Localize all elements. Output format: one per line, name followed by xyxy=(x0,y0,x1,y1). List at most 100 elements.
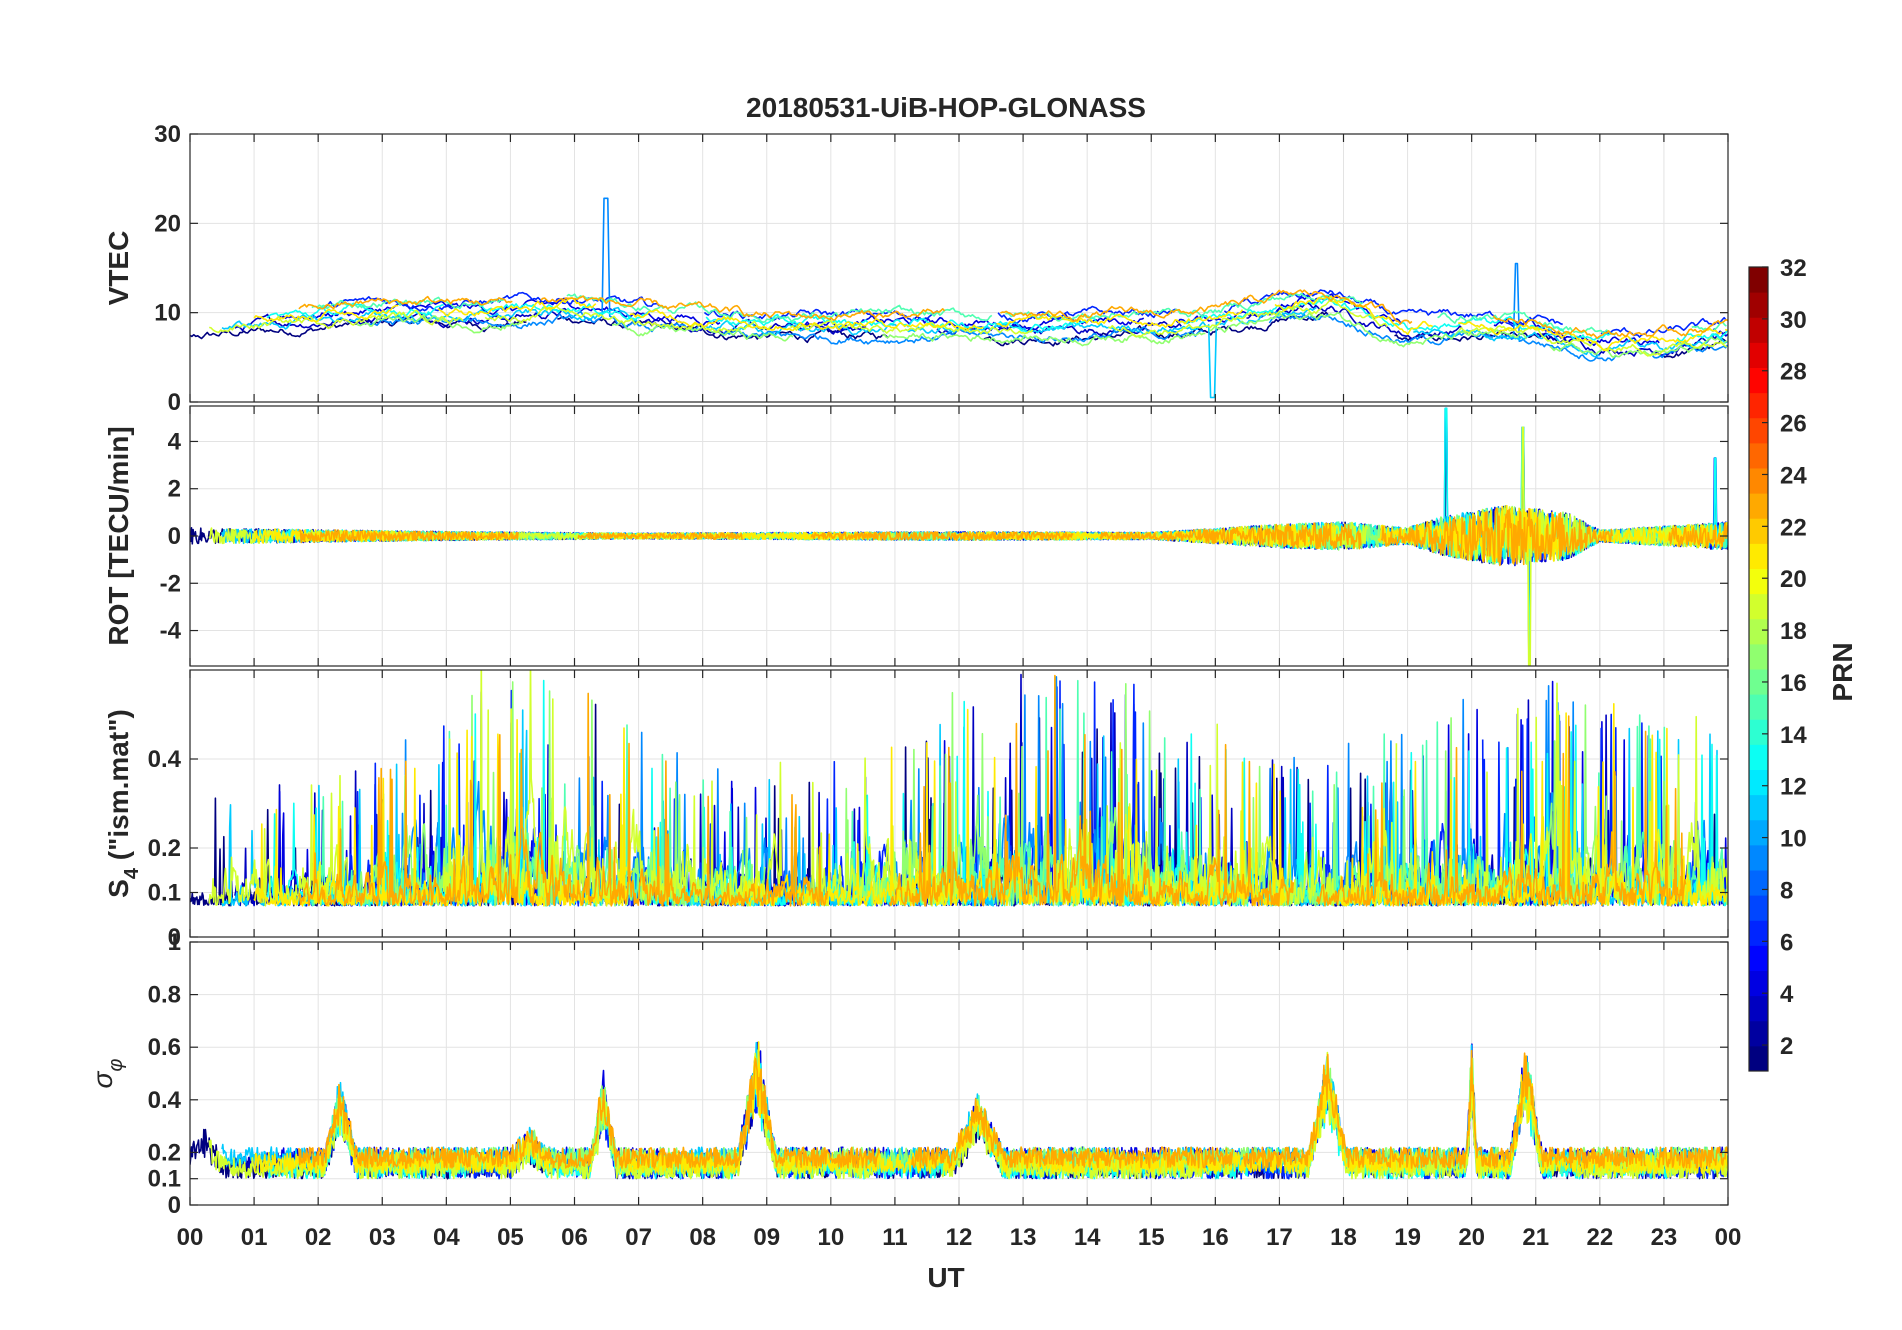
y-tick-label: 0 xyxy=(168,1192,181,1219)
colorbar-tick-label: 18 xyxy=(1780,618,1807,645)
y-tick-label: 0 xyxy=(168,523,181,550)
panel-rot: -4 -2 0 2 4 ROT [TECU/min] xyxy=(103,405,1729,667)
colorbar-segment xyxy=(1749,744,1768,770)
x-tick-label: 21 xyxy=(1522,1224,1549,1251)
y-tick-label: 4 xyxy=(168,428,182,455)
series-line-prn-23 xyxy=(1655,1146,1728,1169)
series-line-prn-23 xyxy=(540,295,946,321)
x-tick-label: 14 xyxy=(1074,1224,1101,1251)
series-line-prn-21 xyxy=(629,308,984,332)
series-group xyxy=(190,197,1728,399)
y-tick-label: 0.8 xyxy=(148,982,181,1009)
colorbar-segment xyxy=(1749,643,1768,670)
series-line-prn-23 xyxy=(888,674,1295,907)
series-line-prn-19 xyxy=(790,319,1034,335)
panel-sigma_phi: 00.10.2 0.4 0.6 0.8 1 σφ xyxy=(87,929,1729,1219)
y-axis-label: σφ xyxy=(87,1059,127,1089)
x-tick-label: 15 xyxy=(1138,1224,1165,1251)
series-line-prn-23 xyxy=(451,692,829,907)
x-tick-label: 09 xyxy=(753,1224,780,1251)
series-line-prn-23 xyxy=(1668,522,1728,549)
colorbar-tick-label: 14 xyxy=(1780,722,1807,749)
x-tick-label: 13 xyxy=(1010,1224,1037,1251)
series-group xyxy=(190,407,1728,666)
panel-vtec: 0 10 20 30 VTEC xyxy=(103,121,1729,416)
y-tick-label: 1 xyxy=(168,929,181,956)
colorbar-tick-label: 26 xyxy=(1780,411,1807,438)
series-line-prn-11 xyxy=(1413,328,1600,358)
colorbar-segment xyxy=(1749,970,1768,997)
colorbar-segment xyxy=(1749,442,1768,469)
colorbar-tick-label: 22 xyxy=(1780,514,1807,541)
series-line-prn-6 xyxy=(997,305,1178,324)
colorbar-segment xyxy=(1749,593,1768,620)
colorbar-segment xyxy=(1749,995,1768,1022)
x-tick-label: 04 xyxy=(433,1224,460,1251)
colorbar-tick-label: 12 xyxy=(1780,774,1807,801)
y-tick-label: 20 xyxy=(154,210,181,237)
x-tick-label: 02 xyxy=(305,1224,332,1251)
series-line-prn-23 xyxy=(298,760,452,907)
colorbar-tick-label: 8 xyxy=(1780,877,1793,904)
series-group xyxy=(190,670,1728,907)
colorbar-segment xyxy=(1749,342,1768,368)
y-tick-label: 2 xyxy=(168,476,181,503)
series-line-prn-23 xyxy=(712,1057,881,1169)
colorbar-segment xyxy=(1749,719,1768,745)
series-line-prn-23 xyxy=(1243,1049,1647,1169)
colorbar-segment xyxy=(1749,920,1768,946)
x-tick-label: 23 xyxy=(1651,1224,1678,1251)
series-line-prn-21 xyxy=(253,304,399,323)
series-line-prn-23 xyxy=(298,1083,713,1169)
colorbar-tick-label: 4 xyxy=(1780,981,1794,1008)
series-line-prn-23 xyxy=(577,532,744,541)
y-axis-label: VTEC xyxy=(103,231,134,306)
series-line-prn-21 xyxy=(253,718,633,907)
series-line-prn-13 xyxy=(1285,407,1619,666)
y-tick-label: 0.2 xyxy=(148,835,181,862)
series-line-prn-9 xyxy=(1268,262,1618,362)
series-line-prn-23 xyxy=(810,531,1074,542)
series-line-prn-23 xyxy=(1380,507,1613,567)
y-tick-label: 0.2 xyxy=(148,1139,181,1166)
colorbar-segment xyxy=(1749,945,1768,971)
series-line-prn-23 xyxy=(298,529,519,544)
y-tick-label: 0 xyxy=(168,389,181,416)
x-axis-label: UT xyxy=(927,1262,964,1293)
x-tick-label: 11 xyxy=(882,1224,907,1251)
x-tick-label: 12 xyxy=(946,1224,973,1251)
colorbar-segment xyxy=(1749,518,1768,544)
x-tick-label: 20 xyxy=(1458,1224,1485,1251)
y-axis-label: S4 ("ism.mat") xyxy=(103,709,143,898)
series-line-prn-23 xyxy=(1099,522,1362,550)
series-line-prn-21 xyxy=(1724,328,1728,332)
colorbar-tick-label: 6 xyxy=(1780,929,1793,956)
colorbar-segment xyxy=(1749,618,1768,645)
x-tick-label: 06 xyxy=(561,1224,588,1251)
y-tick-label: 30 xyxy=(154,121,181,148)
series-line-prn-23 xyxy=(911,1098,1234,1169)
colorbar-segment xyxy=(1749,669,1768,695)
y-tick-label: 0.6 xyxy=(148,1034,181,1061)
x-tick-label: 05 xyxy=(497,1224,524,1251)
y-tick-label: 0.1 xyxy=(148,880,181,907)
x-tick-label: 01 xyxy=(241,1224,268,1251)
colorbar-segment xyxy=(1749,769,1768,796)
y-tick-label: -2 xyxy=(160,570,181,597)
series-group xyxy=(190,1041,1728,1180)
x-tick-label: 10 xyxy=(817,1224,844,1251)
y-axis-label: ROT [TECU/min] xyxy=(103,426,134,645)
series-line-prn-15 xyxy=(1437,310,1617,336)
colorbar-tick-label: 2 xyxy=(1780,1033,1793,1060)
colorbar-segment xyxy=(1749,493,1768,519)
series-line-prn-17 xyxy=(1209,311,1528,348)
y-tick-label: 0.4 xyxy=(148,1087,182,1114)
colorbar-segment xyxy=(1749,392,1768,419)
colorbar-tick-label: 20 xyxy=(1780,566,1807,593)
colorbar-segment xyxy=(1749,895,1768,921)
y-tick-label: 0.1 xyxy=(148,1166,181,1193)
colorbar-tick-label: 16 xyxy=(1780,670,1807,697)
series-line-prn-23 xyxy=(298,295,513,310)
panel-s4: 0 0.1 0.2 0.4S4 ("ism.mat") xyxy=(103,669,1729,951)
